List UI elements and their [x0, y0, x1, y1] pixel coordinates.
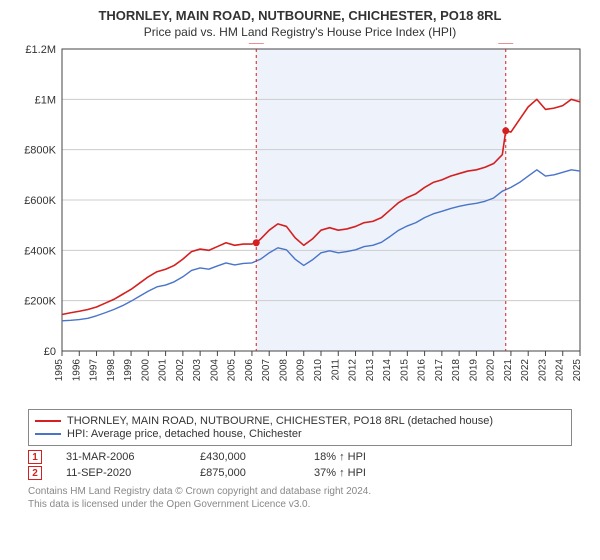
svg-text:£600K: £600K: [24, 195, 56, 207]
footer-line-2: This data is licensed under the Open Gov…: [28, 499, 572, 512]
chart-title: THORNLEY, MAIN ROAD, NUTBOURNE, CHICHEST…: [10, 8, 590, 23]
svg-text:2002: 2002: [175, 359, 186, 382]
svg-text:2012: 2012: [348, 359, 359, 382]
chart-subtitle: Price paid vs. HM Land Registry's House …: [10, 25, 590, 39]
svg-text:£1.2M: £1.2M: [25, 44, 56, 56]
svg-text:2019: 2019: [468, 359, 479, 382]
svg-text:1996: 1996: [71, 359, 82, 382]
svg-text:1995: 1995: [54, 359, 65, 382]
svg-text:2023: 2023: [537, 359, 548, 382]
svg-text:2009: 2009: [296, 359, 307, 382]
svg-text:1999: 1999: [123, 359, 134, 382]
footer-line-1: Contains HM Land Registry data © Crown c…: [28, 486, 572, 499]
marker-badge: 1: [28, 450, 42, 464]
svg-text:2003: 2003: [192, 359, 203, 382]
legend-swatch: [35, 420, 61, 422]
svg-text:2007: 2007: [261, 359, 272, 382]
marker-badge: 2: [28, 466, 42, 480]
svg-text:£0: £0: [44, 346, 56, 358]
marker-price: £875,000: [200, 467, 290, 479]
marker-date: 31-MAR-2006: [66, 451, 176, 463]
footer-attribution: Contains HM Land Registry data © Crown c…: [28, 486, 572, 511]
svg-text:1997: 1997: [89, 359, 100, 382]
svg-text:2021: 2021: [503, 359, 514, 382]
svg-text:2020: 2020: [486, 359, 497, 382]
svg-text:2013: 2013: [365, 359, 376, 382]
svg-text:2014: 2014: [382, 359, 393, 382]
chart-area: £0 £200K £400K £600K £800K £1M £1.2M 1995 1996 19…: [14, 43, 586, 403]
legend-label: HPI: Average price, detached house, Chic…: [67, 428, 302, 440]
marker-table: 1 31-MAR-2006 £430,000 18% ↑ HPI 2 11-SEP-202…: [28, 450, 572, 480]
svg-text:2022: 2022: [520, 359, 531, 382]
svg-text:£1M: £1M: [35, 94, 56, 106]
svg-text:1998: 1998: [106, 359, 117, 382]
svg-text:£800K: £800K: [24, 145, 56, 157]
legend-swatch: [35, 433, 61, 435]
svg-text:2016: 2016: [417, 359, 428, 382]
marker-row: 2 11-SEP-2020 £875,000 37% ↑ HPI: [28, 466, 572, 480]
svg-text:£200K: £200K: [24, 296, 56, 308]
svg-text:2015: 2015: [399, 359, 410, 382]
svg-text:2024: 2024: [555, 359, 566, 382]
legend: THORNLEY, MAIN ROAD, NUTBOURNE, CHICHEST…: [28, 409, 572, 446]
svg-text:2018: 2018: [451, 359, 462, 382]
svg-text:2011: 2011: [330, 359, 341, 381]
svg-text:2017: 2017: [434, 359, 445, 382]
svg-text:2005: 2005: [227, 359, 238, 382]
legend-row: HPI: Average price, detached house, Chic…: [35, 428, 565, 440]
svg-text:2006: 2006: [244, 359, 255, 382]
svg-text:2025: 2025: [572, 359, 583, 382]
marker-pct: 37% ↑ HPI: [314, 467, 366, 479]
svg-text:2004: 2004: [209, 359, 220, 382]
marker-row: 1 31-MAR-2006 £430,000 18% ↑ HPI: [28, 450, 572, 464]
svg-text:2010: 2010: [313, 359, 324, 382]
legend-row: THORNLEY, MAIN ROAD, NUTBOURNE, CHICHEST…: [35, 415, 565, 427]
svg-text:£400K: £400K: [24, 245, 56, 257]
marker-pct: 18% ↑ HPI: [314, 451, 366, 463]
svg-text:2008: 2008: [278, 359, 289, 382]
legend-label: THORNLEY, MAIN ROAD, NUTBOURNE, CHICHEST…: [67, 415, 493, 427]
marker-price: £430,000: [200, 451, 290, 463]
svg-text:2001: 2001: [158, 359, 169, 382]
marker-date: 11-SEP-2020: [66, 467, 176, 479]
svg-text:2000: 2000: [140, 359, 151, 382]
